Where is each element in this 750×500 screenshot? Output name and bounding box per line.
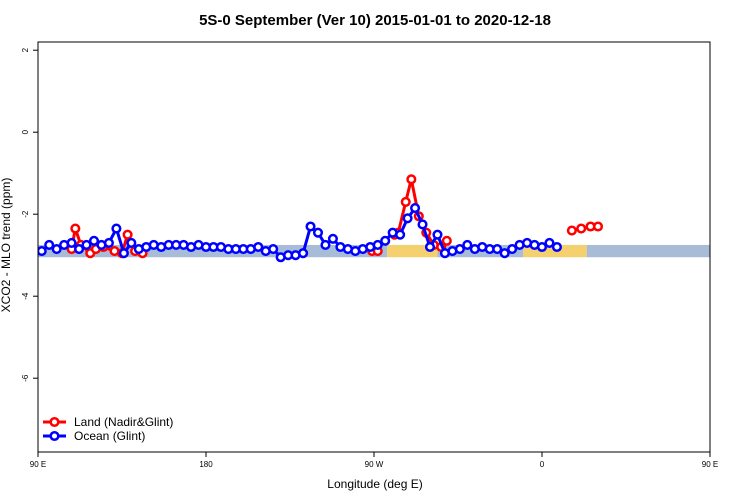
band-segment-4 bbox=[586, 244, 710, 258]
series-1-point bbox=[103, 237, 114, 248]
series-1-point bbox=[312, 227, 324, 238]
legend-marker-1 bbox=[49, 430, 60, 442]
series-0-point bbox=[441, 235, 452, 246]
series-1-point bbox=[38, 246, 47, 257]
y-axis: 2 0 -2 -4 -6 bbox=[21, 47, 38, 382]
series-1-point bbox=[551, 241, 562, 253]
series-0-point bbox=[70, 223, 81, 234]
series-1-point bbox=[81, 239, 92, 250]
series-0-point bbox=[732, 243, 740, 251]
legend-marker-0 bbox=[49, 416, 60, 428]
series-1-point bbox=[253, 241, 264, 253]
series-1-point bbox=[66, 237, 77, 248]
series-1 bbox=[38, 203, 562, 263]
series-1-point bbox=[320, 239, 331, 250]
series-0-point bbox=[736, 225, 744, 233]
x-tick-label: 90 E bbox=[30, 460, 46, 469]
x-axis-label: Longitude (deg E) bbox=[327, 477, 422, 491]
series-layer bbox=[38, 174, 750, 263]
series-1-point bbox=[424, 241, 436, 253]
series-0-line-5 bbox=[736, 229, 750, 258]
legend-label-0: Land (Nadir&Glint) bbox=[74, 415, 173, 429]
series-1-point bbox=[536, 241, 548, 253]
y-tick-label: -6 bbox=[21, 374, 30, 382]
legend-label-1: Ocean (Glint) bbox=[74, 429, 145, 443]
x-axis: 90 E 180 90 W 0 90 E bbox=[30, 452, 718, 469]
series-1-point bbox=[268, 244, 279, 255]
series-1-point bbox=[454, 244, 465, 255]
series-1-point bbox=[462, 239, 473, 250]
series-1-point bbox=[372, 239, 383, 250]
y-tick-label: -2 bbox=[21, 210, 30, 218]
series-0-point bbox=[566, 225, 577, 236]
series-1-point bbox=[417, 219, 428, 230]
series-1-point bbox=[298, 248, 309, 259]
series-1-point bbox=[544, 237, 555, 248]
series-0-point bbox=[592, 221, 604, 232]
series-1-point bbox=[88, 235, 100, 246]
series-1-point bbox=[410, 203, 421, 214]
legend: Land (Nadir&Glint)Ocean (Glint) bbox=[43, 415, 173, 443]
series-0-point bbox=[400, 196, 411, 207]
series-1-point bbox=[44, 239, 55, 250]
series-1-point bbox=[327, 233, 338, 244]
series-1-point bbox=[74, 244, 85, 255]
y-tick-label: 2 bbox=[21, 47, 30, 52]
series-1-point bbox=[507, 244, 518, 255]
x-tick-label: 90 E bbox=[702, 460, 718, 469]
series-0-point bbox=[740, 241, 748, 249]
x-tick-label: 90 W bbox=[365, 460, 384, 469]
x-tick-label: 0 bbox=[540, 460, 545, 469]
band-segment-1 bbox=[387, 244, 438, 258]
x-tick-label: 180 bbox=[199, 460, 213, 469]
y-tick-label: -4 bbox=[21, 292, 30, 300]
series-1-point bbox=[111, 223, 122, 234]
series-1-point bbox=[402, 213, 413, 224]
series-1-point bbox=[432, 229, 443, 240]
series-0-point bbox=[122, 229, 133, 240]
chart-title: 5S-0 September (Ver 10) 2015-01-01 to 20… bbox=[199, 12, 551, 29]
series-0-point bbox=[576, 223, 587, 234]
series-1-point bbox=[126, 237, 137, 248]
series-1-point bbox=[305, 221, 316, 232]
series-0-point bbox=[406, 174, 417, 185]
series-1-point bbox=[492, 244, 503, 255]
y-tick-label: 0 bbox=[21, 129, 30, 134]
series-1-point bbox=[118, 248, 129, 259]
series-1-point bbox=[380, 235, 391, 246]
series-1-point bbox=[499, 248, 510, 259]
y-axis-label: XCO2 - MLO trend (ppm) bbox=[0, 178, 13, 313]
series-1-point bbox=[51, 244, 62, 255]
series-1-point bbox=[395, 229, 406, 240]
